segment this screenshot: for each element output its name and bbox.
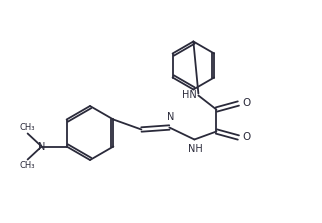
Text: N: N: [167, 112, 174, 122]
Text: N: N: [38, 142, 45, 151]
Text: CH₃: CH₃: [20, 122, 35, 132]
Text: CH₃: CH₃: [20, 161, 35, 171]
Text: NH: NH: [188, 143, 203, 153]
Text: HN: HN: [182, 89, 196, 99]
Text: O: O: [242, 132, 251, 142]
Text: O: O: [242, 99, 251, 109]
